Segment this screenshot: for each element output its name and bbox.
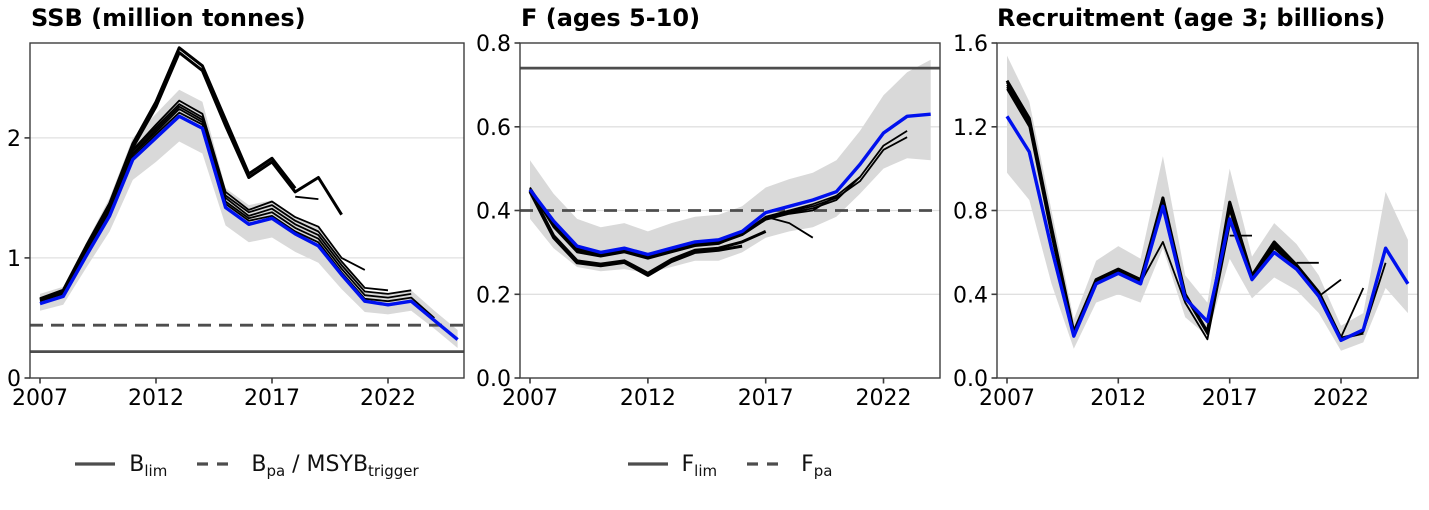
retro-line — [528, 189, 767, 275]
y-axis-tick-label: 2 — [7, 127, 21, 152]
legend-dashed-line-swatch — [197, 462, 238, 466]
chart-ssb: 0 1 2 2007 2012 2017 2022 — [7, 42, 465, 411]
legend-label: Blim — [129, 451, 168, 480]
retro-line — [295, 195, 319, 200]
plot-border — [29, 42, 465, 379]
y-axis-tick-label: 1.2 — [953, 116, 988, 141]
x-axis-tick-label: 2012 — [128, 386, 184, 411]
y-axis-tick-label: 0.8 — [476, 32, 511, 57]
y-axis-tick-label: 0.4 — [953, 283, 988, 308]
y-axis-tick-label: 0 — [7, 367, 21, 392]
f-legend: Flim Fpa — [520, 447, 940, 481]
x-axis-tick-label: 2022 — [360, 386, 416, 411]
y-axis-tick-label: 0.8 — [953, 200, 988, 225]
legend-dashed-line-swatch — [747, 462, 788, 466]
retro-line — [529, 130, 908, 258]
y-axis-tick-label: 0.4 — [476, 200, 511, 225]
x-axis-tick-label: 2007 — [979, 386, 1035, 411]
legend-item: Bpa / MSYBtrigger — [197, 451, 419, 480]
chart-recruitment: 0.0 0.4 0.8 1.2 1.6 2007 2012 2017 2022 — [953, 32, 1419, 411]
legend-solid-line-swatch — [75, 462, 116, 466]
x-axis-tick-label: 2012 — [620, 386, 676, 411]
x-axis-tick-label: 2007 — [12, 386, 68, 411]
y-axis-tick-label: 0.0 — [476, 367, 511, 392]
legend-item: Flim — [627, 451, 718, 480]
legend-label: Fpa — [801, 451, 833, 480]
legend-label: Bpa / MSYBtrigger — [251, 451, 419, 480]
legend-label: Flim — [681, 451, 718, 480]
ssb-chart-title: SSB (million tonnes) — [31, 4, 306, 32]
x-axis-tick-label: 2022 — [1313, 386, 1369, 411]
assessment-line — [39, 114, 459, 341]
x-axis-tick-label: 2012 — [1090, 386, 1146, 411]
recruitment-chart-title: Recruitment (age 3; billions) — [997, 4, 1386, 32]
x-axis-tick-label: 2017 — [738, 386, 794, 411]
y-axis-tick-label: 0.6 — [476, 116, 511, 141]
y-axis-tick-label: 1.6 — [953, 32, 988, 57]
legend-solid-line-swatch — [627, 462, 668, 466]
x-axis-tick-label: 2007 — [502, 386, 558, 411]
y-axis-tick-label: 1 — [7, 247, 21, 272]
ssb-legend: Blim Bpa / MSYBtrigger — [30, 447, 464, 481]
x-axis-tick-label: 2017 — [244, 386, 300, 411]
legend-item: Blim — [75, 451, 168, 480]
y-axis-tick-label: 0.0 — [953, 367, 988, 392]
assessment-line — [1005, 115, 1410, 342]
assessment-line — [528, 112, 931, 257]
x-axis-tick-label: 2017 — [1202, 386, 1258, 411]
legend-item: Fpa — [747, 451, 833, 480]
chart-f: 0.0 0.2 0.4 0.6 0.8 2007 2012 2017 2022 — [476, 32, 941, 411]
f-chart-title: F (ages 5-10) — [521, 4, 701, 32]
x-axis-tick-label: 2022 — [856, 386, 912, 411]
y-axis-tick-label: 0.2 — [476, 283, 511, 308]
